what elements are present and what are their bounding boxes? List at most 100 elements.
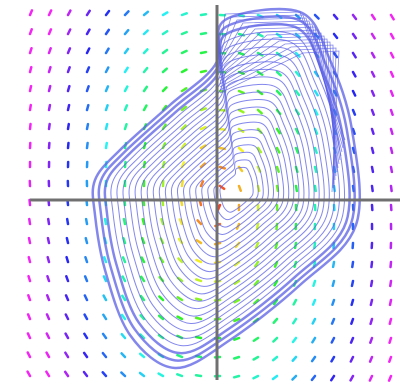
- field-arrow: [253, 298, 260, 305]
- field-arrow: [27, 294, 32, 302]
- trajectory: [195, 136, 274, 243]
- field-arrow: [83, 313, 89, 321]
- field-arrow: [139, 333, 146, 340]
- field-arrow: [176, 373, 184, 378]
- field-arrow: [196, 219, 203, 226]
- field-arrow: [351, 51, 357, 59]
- field-arrow: [199, 125, 207, 131]
- field-arrow: [101, 332, 108, 340]
- field-arrow: [121, 294, 127, 302]
- field-arrow: [370, 108, 375, 116]
- field-arrow: [104, 66, 110, 74]
- field-arrow: [253, 279, 260, 287]
- field-arrow: [256, 108, 263, 115]
- field-arrow: [46, 217, 51, 226]
- field-arrow: [139, 314, 146, 321]
- field-arrow: [370, 184, 374, 193]
- field-arrow: [27, 236, 32, 245]
- field-arrow: [123, 10, 130, 17]
- field-arrow: [311, 298, 317, 306]
- field-arrow: [46, 274, 51, 283]
- field-arrow: [85, 9, 91, 17]
- field-arrow: [272, 317, 279, 325]
- field-arrow: [123, 122, 128, 131]
- trajectory: [219, 26, 341, 161]
- field-arrow: [370, 89, 376, 97]
- trajectory: [201, 144, 269, 236]
- field-arrow: [66, 84, 71, 93]
- trajectory: [91, 7, 362, 370]
- field-arrow: [331, 279, 336, 288]
- field-arrow: [313, 241, 317, 250]
- field-arrow: [349, 374, 355, 382]
- field-arrow: [178, 218, 184, 226]
- field-arrow: [142, 66, 149, 74]
- field-arrow: [195, 258, 203, 264]
- field-arrow: [389, 51, 395, 59]
- field-arrow: [252, 336, 260, 342]
- field-arrow: [389, 13, 395, 21]
- field-arrow: [85, 28, 91, 36]
- field-arrow: [28, 122, 32, 131]
- field-arrow: [313, 89, 319, 97]
- field-arrow: [65, 217, 70, 226]
- field-arrow: [237, 89, 245, 95]
- field-arrow: [330, 317, 336, 325]
- field-arrow: [180, 12, 188, 17]
- field-arrow: [180, 142, 187, 150]
- field-arrow: [388, 317, 393, 326]
- field-arrow: [370, 51, 376, 59]
- field-arrow: [64, 313, 70, 321]
- field-arrow: [120, 332, 127, 340]
- field-arrow: [370, 165, 375, 174]
- field-arrow: [351, 108, 357, 116]
- field-arrow: [331, 298, 336, 306]
- trajectory: [219, 29, 340, 165]
- field-arrow: [47, 65, 52, 74]
- trajectory: [103, 22, 351, 355]
- field-arrow: [142, 29, 149, 36]
- field-arrow: [350, 317, 355, 325]
- field-arrow: [271, 355, 279, 362]
- field-arrow: [291, 336, 298, 344]
- field-arrow: [368, 355, 374, 363]
- field-arrow: [26, 313, 32, 321]
- field-arrow: [64, 351, 70, 359]
- field-arrow: [233, 336, 241, 341]
- field-arrow: [254, 260, 260, 268]
- trajectory: [189, 129, 280, 250]
- field-arrow: [332, 13, 339, 21]
- field-arrow: [389, 165, 394, 174]
- field-arrow: [121, 256, 127, 264]
- field-arrow: [275, 127, 281, 135]
- field-arrow: [47, 47, 52, 55]
- field-arrow: [275, 70, 282, 77]
- trajectory: [116, 38, 340, 339]
- trajectory: [219, 38, 337, 177]
- field-arrow: [387, 374, 393, 382]
- field-arrow: [389, 279, 393, 288]
- field-arrow: [84, 255, 89, 264]
- field-arrow: [142, 48, 149, 55]
- field-arrow: [199, 50, 208, 55]
- field-arrow: [195, 239, 203, 245]
- trajectory: [207, 151, 264, 228]
- field-arrow: [65, 255, 70, 264]
- field-arrow: [256, 146, 263, 154]
- field-arrow: [123, 104, 129, 112]
- field-arrow: [313, 13, 320, 20]
- field-arrow: [232, 374, 241, 379]
- field-arrow: [28, 103, 33, 112]
- field-arrow: [370, 260, 374, 269]
- field-arrow: [330, 336, 336, 344]
- field-arrow: [63, 370, 70, 378]
- field-arrow: [199, 180, 205, 188]
- field-arrow: [349, 336, 355, 344]
- field-arrow: [103, 217, 108, 226]
- field-arrow: [123, 66, 129, 74]
- field-arrow: [199, 107, 208, 112]
- field-arrow: [83, 332, 89, 340]
- trajectory: [176, 114, 290, 265]
- field-arrow: [142, 85, 149, 93]
